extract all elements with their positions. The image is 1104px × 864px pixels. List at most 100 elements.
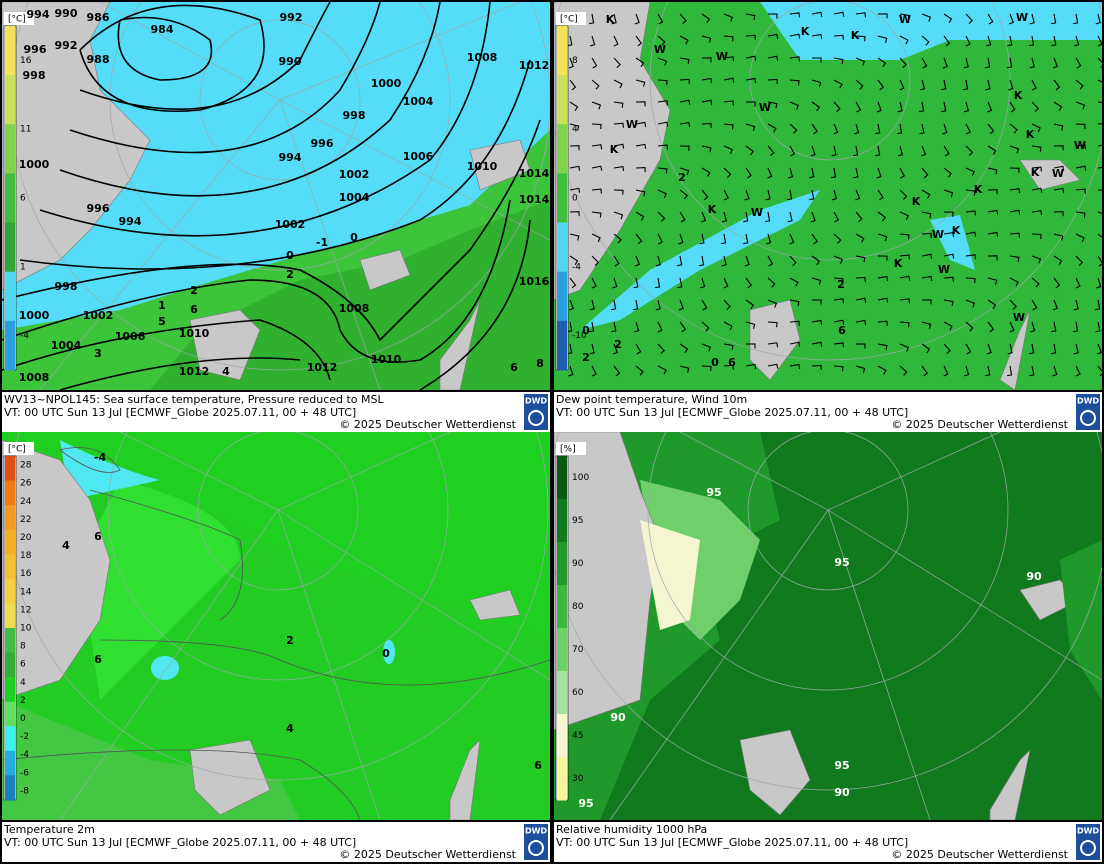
wind-barb xyxy=(657,57,668,66)
wind-barb xyxy=(1052,365,1058,377)
wind-barb xyxy=(1029,343,1035,355)
wind-barb xyxy=(1007,35,1013,47)
wind-barb xyxy=(877,365,887,375)
wind-barb xyxy=(877,275,889,282)
wind-barb xyxy=(613,57,621,69)
wind-barb xyxy=(657,79,668,86)
caption-copyright: © 2025 Deutscher Wetterdienst xyxy=(891,848,1068,861)
map-label: 1008 xyxy=(339,302,370,315)
dwd-logo-swirl xyxy=(528,840,544,856)
wind-barb xyxy=(723,343,734,350)
wind-barb xyxy=(679,78,690,84)
wind-barb xyxy=(1096,277,1102,289)
wind-barb xyxy=(591,233,601,243)
dwd-logo-text: DWD xyxy=(1077,397,1099,406)
wind-barb xyxy=(590,35,596,47)
wind-barb xyxy=(965,231,977,237)
wind-barb xyxy=(657,121,669,127)
map-label: 994 xyxy=(279,151,302,164)
wind-barb xyxy=(986,101,993,113)
colorbar-swatch xyxy=(557,585,567,629)
colorbar-swatch xyxy=(557,320,567,371)
wind-barb xyxy=(833,233,842,244)
colorbar-tick-label: 95 xyxy=(572,516,583,526)
colorbar-swatch xyxy=(5,271,15,322)
wind-barb xyxy=(921,13,932,22)
map-label: 5 xyxy=(158,315,166,328)
wind-barb xyxy=(965,13,973,25)
colorbar-swatch xyxy=(5,222,15,273)
wind-barb xyxy=(1074,35,1080,47)
colorbar-tick-label: 10 xyxy=(20,624,32,634)
wind-barb xyxy=(679,57,690,65)
wind-barb xyxy=(589,299,595,311)
caption-title: WV13~NPOL145: Sea surface temperature, P… xyxy=(4,393,385,406)
wind-barb xyxy=(809,189,815,201)
colorbar-tick-label: -8 xyxy=(20,786,29,796)
map-label: 998 xyxy=(55,280,78,293)
wind-barb xyxy=(591,255,600,266)
wind-barb xyxy=(567,321,573,333)
wind-barb xyxy=(1030,321,1036,333)
wind-barb xyxy=(1009,123,1018,134)
wind-barb xyxy=(767,13,778,19)
wind-barb xyxy=(1009,209,1021,215)
wind-barb xyxy=(1096,343,1102,355)
map-label: K xyxy=(1014,89,1023,102)
wind-barb xyxy=(657,211,666,222)
colorbar-swatch xyxy=(557,75,567,125)
wind-barb xyxy=(612,277,618,289)
wind-barb xyxy=(831,145,837,157)
wind-barb xyxy=(855,297,867,303)
wind-barb xyxy=(943,167,952,178)
wind-barb xyxy=(833,277,844,284)
wind-barb xyxy=(1075,123,1086,129)
wind-barb xyxy=(569,165,581,171)
wind-barb xyxy=(1075,165,1087,171)
dwd-logo-swirl xyxy=(528,410,544,426)
wind-barb xyxy=(1031,101,1040,112)
wind-barb xyxy=(635,101,646,107)
colorbar-swatch xyxy=(5,554,15,580)
wind-barb xyxy=(1009,145,1020,154)
wind-barb xyxy=(634,321,640,333)
wind-barb xyxy=(963,79,969,91)
wind-barb xyxy=(569,79,577,91)
wind-barb xyxy=(1051,35,1057,47)
wind-barb xyxy=(1095,299,1101,311)
wind-barb xyxy=(965,210,976,216)
wind-barb xyxy=(1075,211,1086,218)
wind-barb xyxy=(877,35,888,43)
wind-barb xyxy=(877,233,888,242)
colorbar-swatch xyxy=(5,26,15,76)
map-label: 6 xyxy=(510,361,518,374)
map-label: 0 xyxy=(382,647,390,660)
map-label: W xyxy=(1016,11,1028,24)
wind-barb xyxy=(611,13,617,25)
map-label: K xyxy=(606,13,615,26)
map-label: 1010 xyxy=(467,160,498,173)
wind-barb xyxy=(635,343,642,355)
wind-barb xyxy=(765,211,771,223)
wind-barb xyxy=(963,57,969,69)
wind-barb xyxy=(679,35,689,45)
colorbar-swatch xyxy=(5,652,15,678)
wind-barb xyxy=(767,33,779,40)
map-dewpoint-wind xyxy=(554,2,1102,390)
wind-barb xyxy=(591,365,597,377)
wind-barb xyxy=(1029,13,1035,25)
wind-barb xyxy=(965,123,971,135)
wind-barb xyxy=(613,35,619,47)
wind-barb xyxy=(635,189,646,197)
wind-barb xyxy=(1075,101,1086,110)
wind-barb xyxy=(701,99,713,105)
wind-barb xyxy=(1053,123,1064,131)
map-label: 6 xyxy=(534,759,542,772)
dwd-logo-text: DWD xyxy=(525,827,547,836)
map-label: W xyxy=(932,228,944,241)
wind-barb xyxy=(833,123,839,135)
colorbar-swatch xyxy=(5,529,15,555)
wind-barb xyxy=(589,321,595,333)
wind-barb xyxy=(1097,233,1102,244)
